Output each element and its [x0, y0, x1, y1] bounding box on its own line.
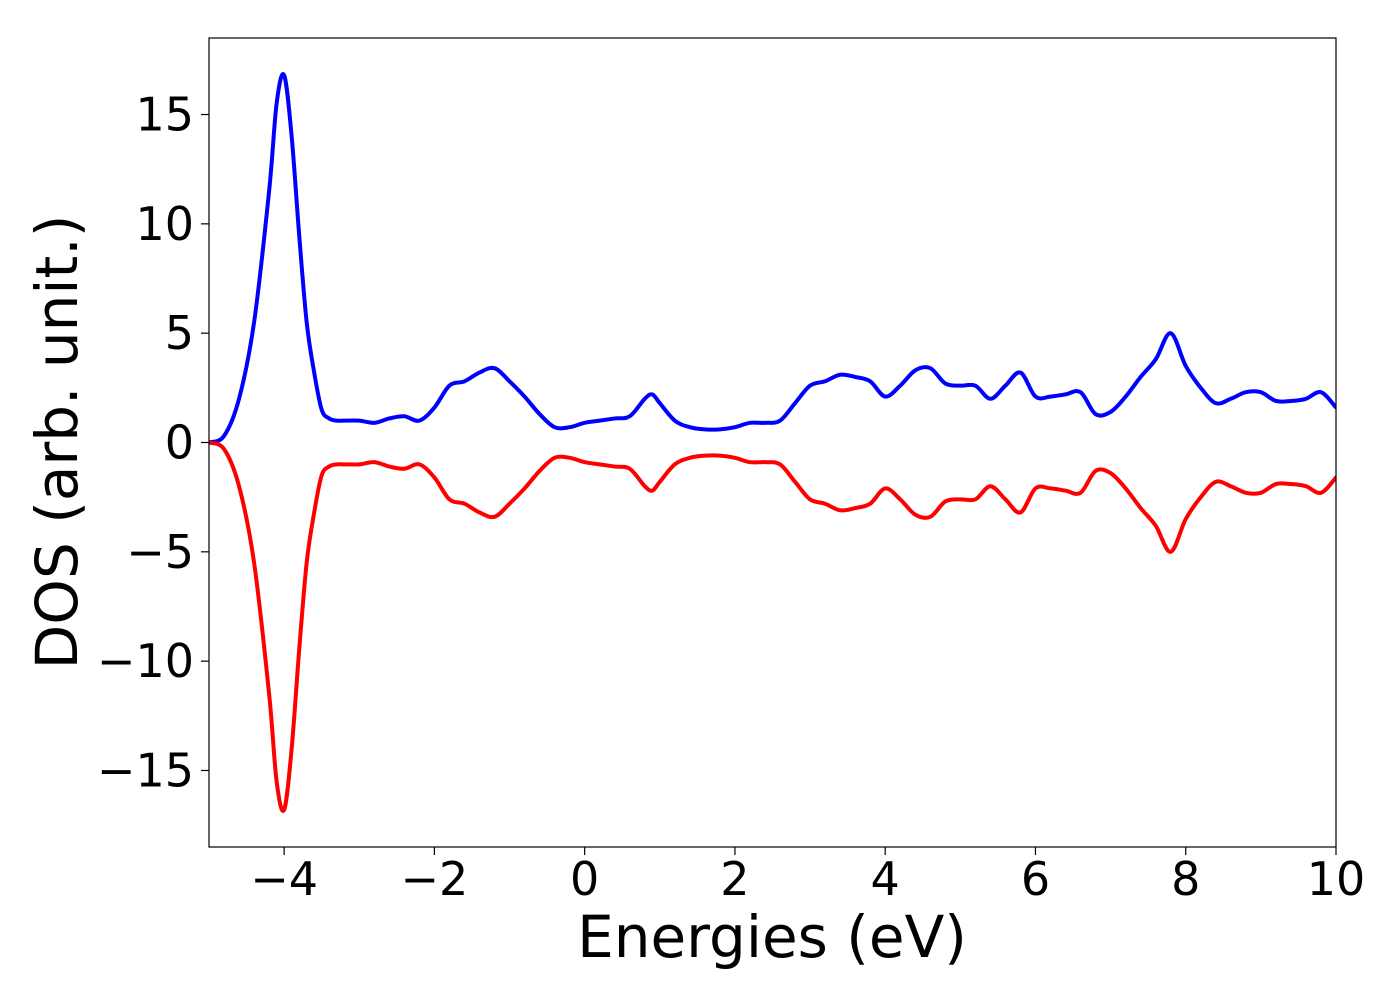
x-tick-label: −2 [400, 852, 468, 906]
x-tick-label: 0 [570, 852, 599, 906]
y-tick-label: −5 [126, 525, 194, 579]
y-axis: −15 −10 −5 0 5 10 15 [97, 88, 209, 797]
x-tick-label: 10 [1307, 852, 1366, 906]
plot-frame [208, 37, 1337, 848]
x-axis-label: Energies (eV) [577, 903, 967, 971]
x-tick-label: −4 [250, 852, 318, 906]
series-line-2 [209, 440, 1336, 813]
x-tick-label: 2 [720, 852, 749, 906]
y-tick-label: 10 [135, 197, 194, 251]
x-axis: −4 −2 0 2 4 6 8 10 [250, 847, 1365, 906]
y-tick-label: 5 [165, 306, 194, 360]
x-tick-label: 8 [1171, 852, 1200, 906]
y-tick-label: 0 [165, 416, 194, 470]
plot-area [209, 72, 1336, 813]
x-tick-label: 6 [1021, 852, 1050, 906]
y-axis-label: DOS (arb. unit.) [23, 215, 91, 670]
x-tick-label: 4 [871, 852, 900, 906]
y-tick-label: −10 [97, 634, 194, 688]
series-line-1 [209, 72, 1336, 445]
y-tick-label: 15 [135, 88, 194, 142]
y-tick-label: −15 [97, 743, 194, 797]
